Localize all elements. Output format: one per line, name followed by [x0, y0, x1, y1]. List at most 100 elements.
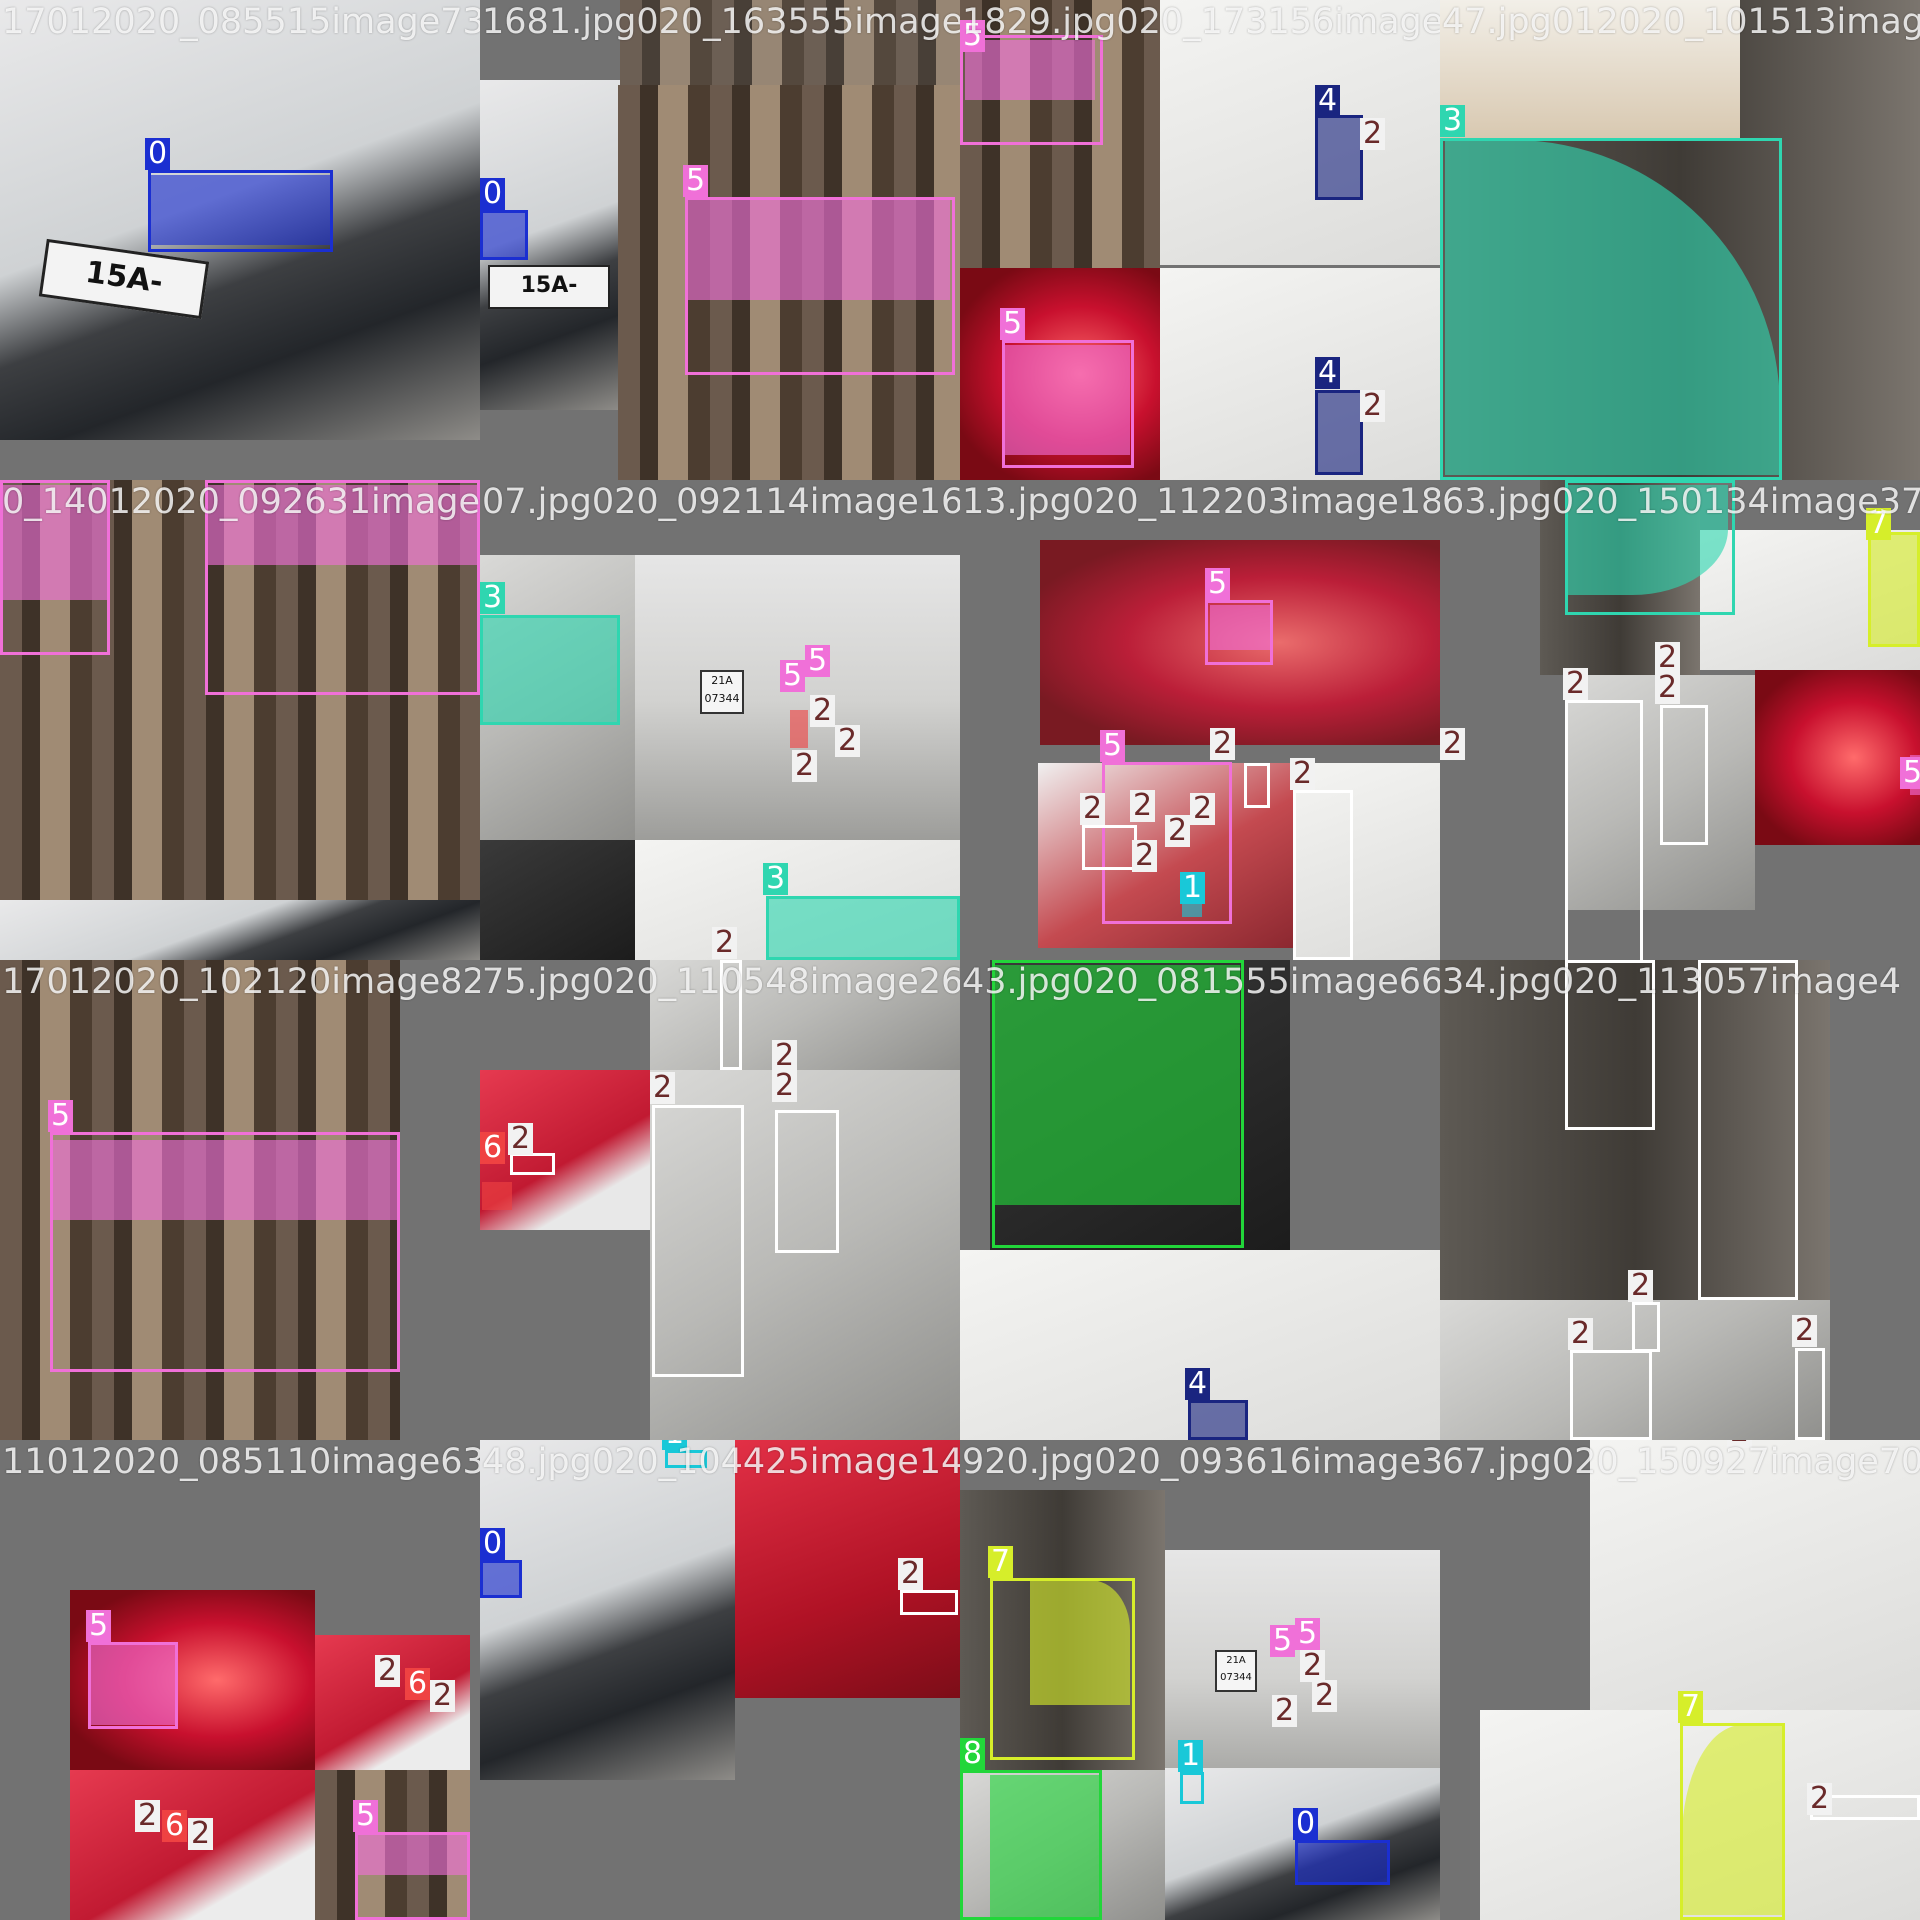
- bbox-class-5: [1205, 600, 1273, 665]
- bbox-class-0: [148, 170, 333, 252]
- bbox-class-2: [1565, 960, 1655, 1130]
- class-label: 2: [1792, 1315, 1818, 1347]
- panel-photo: [1590, 1440, 1920, 1710]
- damage-mask: [1870, 535, 1920, 645]
- class-label: 2: [375, 1655, 401, 1687]
- class-label: 2: [1727, 1440, 1753, 1448]
- bbox-class-2: [1660, 705, 1708, 845]
- class-label: 5: [48, 1100, 74, 1132]
- bbox-class-3: [766, 896, 960, 960]
- class-label: 6: [405, 1668, 431, 1700]
- damage-mask: [480, 212, 525, 257]
- mosaic-tile-7: 5 5 2 2 2 2 2 2 1 2 13.jpg020_112203imag…: [960, 480, 1440, 960]
- bbox-class-1: [1180, 1772, 1204, 1804]
- damage-mask: [52, 1140, 397, 1220]
- class-label: 5: [353, 1800, 379, 1832]
- class-label: 5: [780, 660, 806, 692]
- class-label: 5: [1100, 730, 1126, 762]
- class-label: 2: [1655, 642, 1681, 674]
- mosaic-tile-2: 15A-515.29 5 0 1681.jpg020_163555image49…: [480, 0, 960, 480]
- class-label: 2: [1312, 1680, 1338, 1712]
- class-label: 5: [1270, 1625, 1296, 1657]
- class-label: 2: [792, 750, 818, 782]
- class-label: 2: [1655, 672, 1681, 704]
- class-label: 2: [1300, 1650, 1326, 1682]
- class-label: 7: [1678, 1691, 1704, 1723]
- class-label: 1: [1180, 872, 1206, 904]
- mosaic-tile-11: 8 4 43.jpg020_081555image66: [960, 960, 1440, 1440]
- bbox-class-2: [720, 960, 742, 1070]
- class-label: 7: [1866, 508, 1892, 540]
- class-label: 8: [960, 1738, 986, 1770]
- bbox-class-5: [685, 197, 955, 375]
- class-label: 5: [805, 645, 831, 677]
- class-label: 2: [430, 1680, 456, 1712]
- mosaic-tile-13: 5 2 6 2 2 6 2 5 11012020_085110image635: [0, 1440, 480, 1920]
- panel-photo: [1293, 763, 1440, 960]
- damage-mask: [208, 485, 478, 565]
- bbox-class-0: [480, 210, 528, 260]
- damage-mask: [358, 1835, 468, 1875]
- mosaic-tile-14: 0 1 2 48.jpg020_104425image143: [480, 1440, 960, 1920]
- class-label: 2: [1440, 728, 1466, 760]
- class-label: 5: [86, 1610, 112, 1642]
- damage-mask: [790, 710, 808, 748]
- bbox-class-2: [1795, 1348, 1825, 1440]
- panel-photo: [650, 960, 960, 1070]
- bbox-class-2: [775, 1110, 839, 1253]
- mosaic-tile-6: 21A 07344 3 5 5 2 2 2 3 2 07.jpg020_0921…: [480, 480, 960, 960]
- class-label: 4: [1315, 85, 1341, 117]
- mosaic-tile-8: 7 5 2 2 2 2 63.jpg020_150134image372: [1440, 480, 1920, 960]
- mosaic-tile-16: 7 2 2 67.jpg020_150927image702: [1440, 1440, 1920, 1920]
- bbox-class-0: [1295, 1840, 1390, 1885]
- class-label: 2: [1080, 793, 1106, 825]
- tile-title: 13.jpg020_112203image181: [962, 482, 1440, 522]
- bbox-class-3: [1440, 138, 1782, 480]
- bbox-class-5: [205, 480, 480, 695]
- class-label: 2: [1360, 118, 1386, 150]
- mosaic-tile-5: 5 5 0_14012020_092631image7: [0, 480, 480, 960]
- tile-title: 47.jpg012020_101513image6: [1442, 2, 1920, 42]
- car-photo: [0, 900, 480, 960]
- bbox-class-2: [1244, 763, 1270, 808]
- class-label: 0: [1293, 1808, 1319, 1840]
- bbox-class-4: [1315, 115, 1363, 200]
- tile-title: 34.jpg020_113057image4: [1442, 962, 1902, 1002]
- mosaic-tile-12: 2 2 2 2 2 34.jpg020_113057image4: [1440, 960, 1920, 1440]
- bbox-class-3: [480, 615, 620, 725]
- class-label: 5: [960, 20, 986, 52]
- bbox-class-2: [1293, 790, 1353, 960]
- tile-title: 17012020_102120image827: [2, 962, 480, 1002]
- class-label: 2: [1272, 1695, 1298, 1727]
- damage-mask: [482, 1182, 512, 1210]
- bbox-class-4: [1315, 390, 1363, 475]
- mosaic-tile-3: 5 4 2 5 4 2 1829.jpg020_173156image530: [960, 0, 1440, 480]
- tile-title: 67.jpg020_150927image702: [1442, 1442, 1920, 1482]
- class-label: 2: [1165, 815, 1191, 847]
- damage-mask: [995, 965, 1240, 1205]
- class-label: 0: [480, 178, 506, 210]
- car-front-photo: [480, 1440, 735, 1780]
- class-label: 5: [1205, 568, 1231, 600]
- bbox-class-7: [990, 1578, 1135, 1760]
- bbox-class-5: [1002, 340, 1134, 468]
- bbox-class-2: [652, 1105, 744, 1377]
- bbox-class-2: [1082, 825, 1137, 870]
- class-label: 2: [1807, 1783, 1833, 1815]
- damage-mask: [1190, 1403, 1245, 1438]
- bbox-class-2: [1570, 1350, 1652, 1440]
- wall-photo: [1440, 0, 1740, 140]
- class-label: 5: [683, 165, 709, 197]
- damage-mask: [1298, 1843, 1388, 1883]
- bbox-class-7: [1868, 532, 1920, 647]
- mosaic-tile-1: 15A-515.29 0 17012020_085515image73: [0, 0, 480, 480]
- bbox-class-5: [50, 1132, 400, 1372]
- class-label: 2: [835, 725, 861, 757]
- class-label: 4: [1185, 1368, 1211, 1400]
- class-label: 3: [480, 582, 506, 614]
- class-label: 2: [1210, 728, 1236, 760]
- tile-title: 1829.jpg020_173156image530: [962, 2, 1440, 42]
- tile-title: 11012020_085110image635: [2, 1442, 480, 1482]
- tile-title: 0_14012020_092631image7: [2, 482, 480, 522]
- class-label: 0: [145, 138, 171, 170]
